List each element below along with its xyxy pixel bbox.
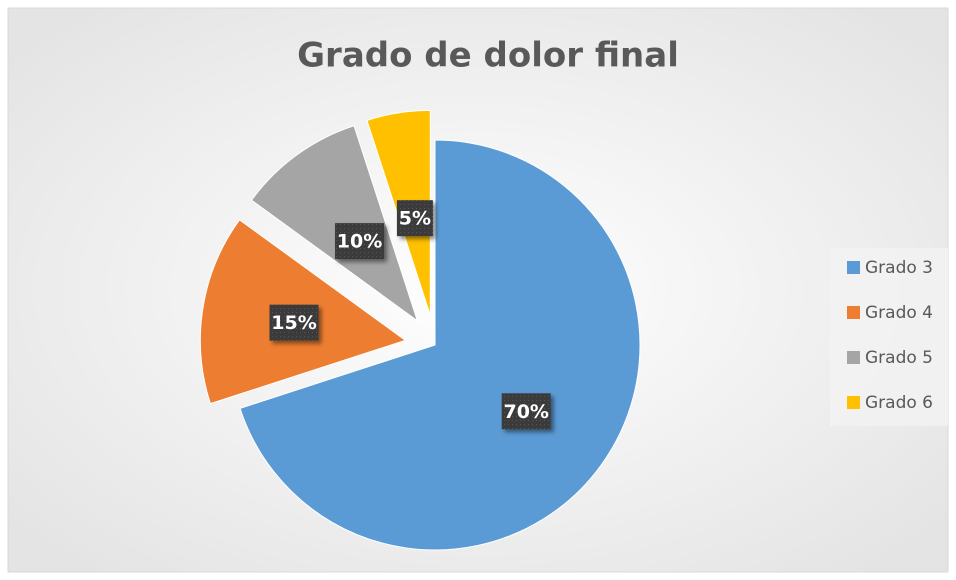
data-label: 15% xyxy=(271,312,316,334)
legend-label: Grado 5 xyxy=(865,348,933,368)
chart-title: Grado de dolor final xyxy=(297,36,679,76)
data-label: 5% xyxy=(399,208,431,230)
legend-label: Grado 4 xyxy=(865,303,933,323)
pie-slice xyxy=(250,125,419,323)
legend-label: Grado 6 xyxy=(865,393,933,413)
pie-slice xyxy=(239,139,641,551)
legend-swatch xyxy=(847,306,860,319)
data-label-box xyxy=(269,304,319,341)
data-label-box xyxy=(396,200,433,237)
legend-label: Grado 3 xyxy=(865,258,933,278)
legend-swatch xyxy=(847,261,860,274)
data-label: 10% xyxy=(337,231,382,253)
data-label-box xyxy=(501,393,551,430)
legend-swatch xyxy=(847,351,860,364)
data-label-box xyxy=(335,223,385,260)
legend-swatch xyxy=(847,396,860,409)
data-label: 70% xyxy=(503,401,548,423)
